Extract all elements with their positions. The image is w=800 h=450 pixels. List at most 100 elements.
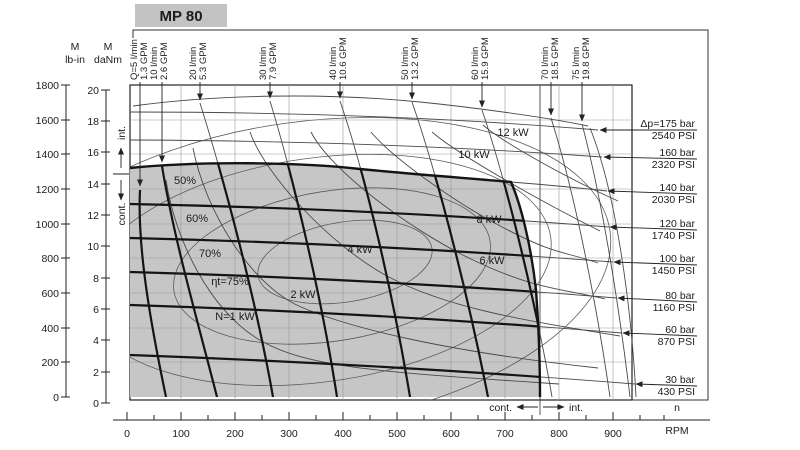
- rpm-tick: 500: [388, 428, 406, 440]
- lbin-unit-bottom: lb-in: [65, 54, 85, 66]
- grid-horizontal: [130, 119, 632, 363]
- bottom-int-label: int.: [569, 402, 583, 414]
- lbin-unit-top: M: [71, 41, 80, 53]
- danm-tick: 16: [87, 147, 99, 159]
- pressure-label-bar: 30 bar: [665, 374, 695, 386]
- power-label-12kw: 12 kW: [497, 127, 529, 139]
- flow-label-lmin: Q=5 l/min: [129, 39, 140, 80]
- efficiency-label-70: 70%: [199, 248, 221, 260]
- power-curve-10kw: [431, 131, 601, 232]
- outer-frame: [132, 29, 709, 401]
- flow-curve-75: [581, 123, 631, 398]
- efficiency-label-60: 60%: [186, 213, 208, 225]
- pressure-curve-140-ext: [510, 181, 608, 192]
- pressure-label-block: Δp=175 bar 2540 PSI 160 bar 2320 PSI 140…: [640, 118, 695, 398]
- flow-curve-5-bold: [138, 189, 168, 397]
- power-label-4kw: 4 kW: [347, 244, 373, 256]
- flow-label-lmin: 70 l/min: [540, 47, 551, 80]
- danm-tick: 8: [93, 273, 99, 285]
- lbin-tick: 800: [41, 253, 59, 265]
- power-labels: N=1 kW 2 kW 4 kW 6 kW 8 kW 10 kW 12 kW: [215, 127, 529, 323]
- danm-tick: 6: [93, 304, 99, 316]
- flow-curve-60-bold: [480, 163, 540, 397]
- lbin-tick: 1400: [36, 149, 60, 161]
- rpm-tick: 800: [550, 428, 568, 440]
- pressure-label-psi: 2320 PSI: [652, 159, 695, 171]
- flow-label-gpm: 13.2 GPM: [410, 37, 421, 80]
- danm-tick: 18: [87, 116, 99, 128]
- pressure-curve-60-bold: [130, 303, 540, 335]
- rpm-tick: 300: [280, 428, 298, 440]
- lbin-tick: 1800: [36, 80, 60, 92]
- danm-tick: 4: [93, 335, 99, 347]
- flow-curve-30-bold: [268, 163, 339, 397]
- flow-label-gpm: 18.5 GPM: [550, 37, 561, 80]
- continuous-zone-limit-outline: [129, 162, 542, 398]
- danm-tick: 14: [87, 179, 99, 191]
- power-label-6kw: 6 kW: [479, 255, 505, 267]
- pressure-curve-80-bold: [130, 270, 540, 300]
- flow-label-lmin: 50 l/min: [400, 47, 411, 80]
- flow-curve-20-bold: [198, 163, 275, 397]
- pressure-label-bar: Δp=175 bar: [640, 118, 695, 130]
- pressure-label-psi: 1740 PSI: [652, 230, 695, 242]
- power-curve-12kw: [482, 124, 619, 202]
- flow-label-gpm: 19.8 GPM: [581, 37, 592, 80]
- power-curve-1kw: [165, 179, 560, 385]
- pressure-label-bar: 160 bar: [659, 147, 695, 159]
- pressure-curve-160: [129, 139, 603, 158]
- pressure-curve-30-bold: [130, 353, 540, 386]
- pressure-label-psi: 870 PSI: [658, 336, 695, 348]
- rpm-tick: 200: [226, 428, 244, 440]
- pressure-arrow-80: [617, 295, 698, 303]
- intermittent-torque-limit-curve: [132, 95, 589, 127]
- pressure-curve-175: [129, 111, 599, 131]
- pressure-label-psi: 1160 PSI: [653, 302, 695, 314]
- lbin-tick-labels: 1800 1600 1400 1200 1000 800 600 400 200…: [36, 80, 60, 404]
- efficiency-label-75: ηt=75%: [211, 276, 249, 288]
- rpm-tick-labels: 0 100 200 300 400 500 600 700 800 900 n …: [124, 402, 689, 440]
- pressure-arrow-30: [635, 381, 698, 388]
- rpm-tick: 900: [604, 428, 622, 440]
- speed-limit-boundary-curve: [589, 127, 637, 398]
- pressure-curve-100-bold: [130, 236, 540, 264]
- power-label-2kw: 2 kW: [290, 289, 316, 301]
- left-cont-label: cont.: [116, 203, 128, 226]
- flow-label-lmin: 30 l/min: [258, 47, 269, 80]
- danm-unit-top: M: [104, 41, 113, 53]
- left-int-label: int.: [116, 126, 128, 140]
- title-box: [135, 4, 227, 27]
- pressure-arrow-140: [607, 188, 698, 195]
- danm-tick: 0: [93, 398, 99, 410]
- bold-curves: [130, 163, 540, 397]
- flow-label-gpm: 1.3 GPM: [139, 42, 150, 80]
- power-label-1kw: N=1 kW: [215, 311, 255, 323]
- rpm-tick: 0: [124, 428, 130, 440]
- rpm-axis-var: n: [674, 402, 680, 414]
- flow-label-gpm: 5.3 GPM: [198, 42, 209, 80]
- pressure-arrow-60: [622, 330, 698, 337]
- danm-unit-bottom: daNm: [94, 54, 122, 66]
- efficiency-labels: 50% 60% 70% ηt=75%: [174, 175, 249, 288]
- pressure-arrows: [599, 127, 698, 388]
- pressure-label-psi: 2030 PSI: [652, 194, 695, 206]
- rpm-tick: 600: [442, 428, 460, 440]
- flow-label-gpm: 2.6 GPM: [159, 42, 170, 80]
- flow-label-lmin: 40 l/min: [328, 47, 339, 80]
- flow-label-gpm: 10.6 GPM: [338, 37, 349, 80]
- efficiency-label-50: 50%: [174, 175, 196, 187]
- rpm-tick: 400: [334, 428, 352, 440]
- danm-tick: 12: [87, 210, 99, 222]
- flow-curve-40-bold: [338, 163, 412, 397]
- flow-label-lmin: 75 l/min: [571, 47, 582, 80]
- pressure-label-bar: 120 bar: [659, 218, 695, 230]
- bottom-duty-annotation: cont. int.: [489, 402, 583, 414]
- page-title: MP 80: [159, 8, 202, 25]
- flow-labels: Q=5 l/min 1.3 GPM 10 l/min 2.6 GPM 20 l/…: [129, 37, 592, 80]
- flow-label-lmin: 20 l/min: [188, 47, 199, 80]
- pressure-label-bar: 80 bar: [665, 290, 695, 302]
- flow-label-lmin: 60 l/min: [470, 47, 481, 80]
- power-label-8kw: 8 kW: [476, 214, 502, 226]
- danm-tick: 10: [87, 241, 99, 253]
